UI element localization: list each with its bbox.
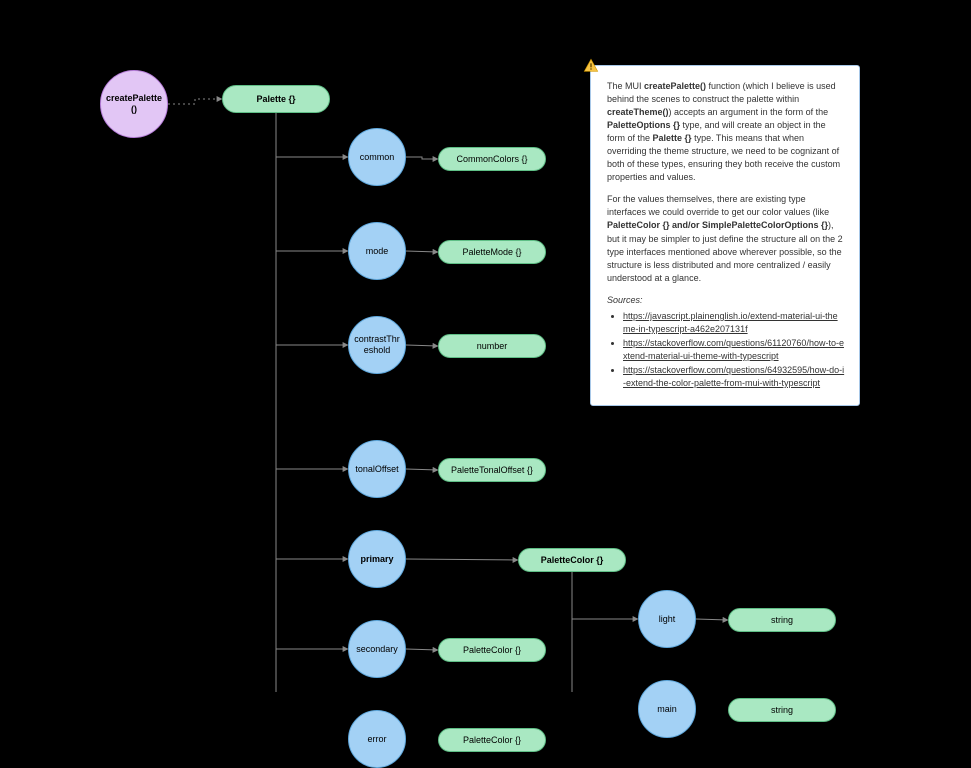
node-createPalette[interactable]: createPalette() [100, 70, 168, 138]
note-sources-label: Sources: [607, 294, 845, 307]
node-error[interactable]: error [348, 710, 406, 768]
node-paletteMode[interactable]: PaletteMode {} [438, 240, 546, 264]
node-contrastThreshold[interactable]: contrastThreshold [348, 316, 406, 374]
note-paragraph-2: For the values themselves, there are exi… [607, 193, 845, 284]
node-secondary[interactable]: secondary [348, 620, 406, 678]
node-primary[interactable]: primary [348, 530, 406, 588]
note-sources-list: https://javascript.plainenglish.io/exten… [607, 310, 845, 390]
node-number[interactable]: number [438, 334, 546, 358]
node-mode[interactable]: mode [348, 222, 406, 280]
note-paragraph-1: The MUI createPalette() function (which … [607, 80, 845, 184]
info-note: The MUI createPalette() function (which … [590, 65, 860, 406]
warning-icon [583, 58, 599, 74]
node-light[interactable]: light [638, 590, 696, 648]
node-paletteColor3[interactable]: PaletteColor {} [438, 728, 546, 752]
node-tonalOffset[interactable]: tonalOffset [348, 440, 406, 498]
node-paletteColor2[interactable]: PaletteColor {} [438, 638, 546, 662]
node-string2[interactable]: string [728, 698, 836, 722]
note-source-link[interactable]: https://stackoverflow.com/questions/6493… [623, 364, 845, 390]
node-main[interactable]: main [638, 680, 696, 738]
node-paletteTonalOffset[interactable]: PaletteTonalOffset {} [438, 458, 546, 482]
node-common[interactable]: common [348, 128, 406, 186]
node-string1[interactable]: string [728, 608, 836, 632]
note-source-link[interactable]: https://stackoverflow.com/questions/6112… [623, 337, 845, 363]
diagram-canvas: createPalette() Palette {} common CommonCol… [0, 0, 971, 692]
node-commonColors[interactable]: CommonColors {} [438, 147, 546, 171]
node-palette[interactable]: Palette {} [222, 85, 330, 113]
note-source-link[interactable]: https://javascript.plainenglish.io/exten… [623, 310, 845, 336]
node-paletteColor[interactable]: PaletteColor {} [518, 548, 626, 572]
